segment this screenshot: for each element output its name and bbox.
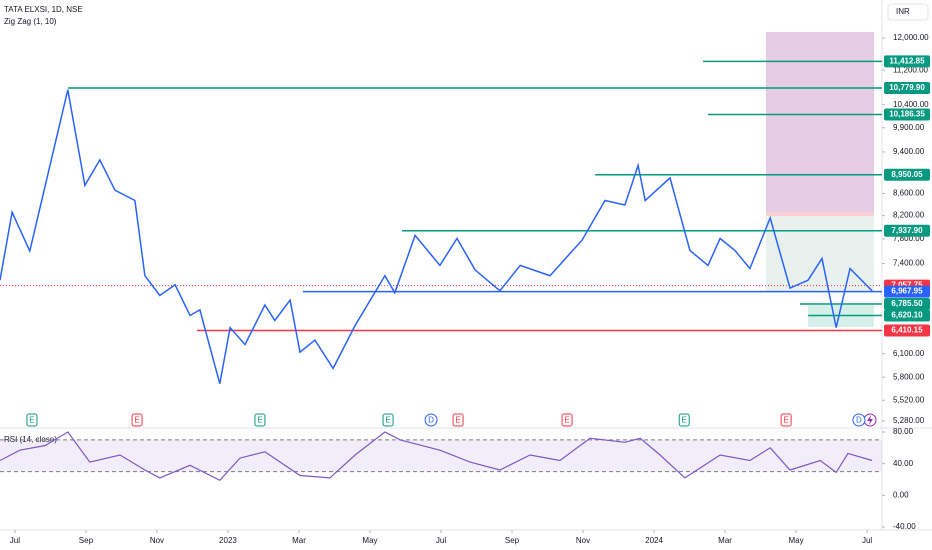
event-label: E — [257, 416, 262, 425]
y-tick-label: 7,400.00 — [893, 259, 925, 268]
y-tick-label: 11,200.00 — [893, 65, 929, 74]
event-label: E — [134, 416, 139, 425]
event-marker — [382, 413, 394, 427]
price-tag — [884, 324, 930, 337]
price-tag — [884, 224, 930, 237]
x-tick-label: Nov — [576, 536, 590, 545]
price-tag-label: 7,937.90 — [891, 226, 923, 235]
x-tick-label: Mar — [718, 536, 732, 545]
position-target-zone — [766, 216, 874, 292]
position-zone — [766, 32, 874, 212]
y-tick-label: 10,400.00 — [893, 100, 929, 109]
y-tick-label: 5,520.00 — [893, 395, 925, 404]
event-label: D — [428, 416, 434, 425]
x-tick-label: Sep — [505, 536, 520, 545]
price-tag-label: 7,057.75 — [891, 281, 923, 290]
y-tick-label: 5,280.00 — [893, 416, 925, 425]
price-tag — [884, 55, 930, 68]
x-tick-label: Jul — [436, 536, 446, 545]
event-marker — [254, 413, 266, 427]
event-marker — [780, 413, 792, 427]
event-marker — [852, 413, 866, 427]
event-marker — [452, 413, 464, 427]
y-tick-label: -40.00 — [893, 522, 916, 531]
x-tick-label: Jul — [10, 536, 20, 545]
y-tick-label: 8,600.00 — [893, 189, 925, 198]
y-tick-label: 8,200.00 — [893, 211, 925, 220]
event-label: E — [455, 416, 460, 425]
price-tag-label: 10,779.90 — [889, 83, 925, 92]
x-tick-label: Sep — [79, 536, 94, 545]
price-tag-label: 8,950.05 — [891, 170, 923, 179]
price-tag-label: 6,410.15 — [891, 326, 923, 335]
event-marker — [561, 413, 573, 427]
rsi-line — [0, 431, 873, 482]
y-tick-label: 0.00 — [893, 490, 909, 499]
event-label: E — [564, 416, 569, 425]
price-tag-label: 11,412.85 — [889, 57, 925, 66]
y-tick-label: 5,800.00 — [893, 372, 925, 381]
currency-label: INR — [896, 7, 910, 16]
event-label: E — [783, 416, 788, 425]
x-tick-label: 2024 — [645, 536, 663, 545]
event-marker — [678, 413, 690, 427]
indicator-label: Zig Zag (1, 10) — [4, 17, 57, 26]
price-tag — [884, 82, 930, 95]
event-label: E — [682, 416, 687, 425]
event-marker — [424, 413, 438, 427]
price-tag — [884, 285, 930, 298]
y-tick-label: 9,900.00 — [893, 123, 925, 132]
y-tick-label: 80.00 — [893, 427, 914, 436]
price-tag-label: 10,186.35 — [889, 110, 925, 119]
chart-title: TATA ELXSI, 1D, NSE — [4, 5, 83, 14]
price-tag-label: 6,785.50 — [891, 299, 923, 308]
x-tick-label: Mar — [292, 536, 306, 545]
price-tag — [884, 108, 930, 121]
x-tick-label: May — [362, 536, 377, 545]
price-tag — [884, 168, 930, 181]
price-tag-label: 6,620.10 — [891, 311, 923, 320]
y-tick-label: 9,400.00 — [893, 147, 925, 156]
split-icon-bolt — [867, 415, 873, 425]
event-marker — [131, 413, 143, 427]
y-tick-label: 40.00 — [893, 459, 914, 468]
price-tag — [884, 297, 930, 310]
price-tag — [884, 309, 930, 322]
y-tick-label: 7,800.00 — [893, 234, 925, 243]
price-line — [0, 89, 873, 384]
x-tick-label: May — [789, 536, 804, 545]
x-tick-label: 2023 — [219, 536, 237, 545]
rsi-band — [0, 439, 882, 472]
x-tick-label: Jul — [862, 536, 872, 545]
currency-button[interactable] — [887, 3, 929, 21]
y-tick-label: 12,000.00 — [893, 33, 929, 42]
price-tag-label: 6,967.95 — [891, 287, 923, 296]
y-tick-label: 6,100.00 — [893, 349, 925, 358]
event-label: E — [385, 416, 390, 425]
event-marker — [26, 413, 38, 427]
event-label: D — [856, 416, 862, 425]
event-label: E — [29, 416, 34, 425]
x-tick-label: Nov — [150, 536, 164, 545]
